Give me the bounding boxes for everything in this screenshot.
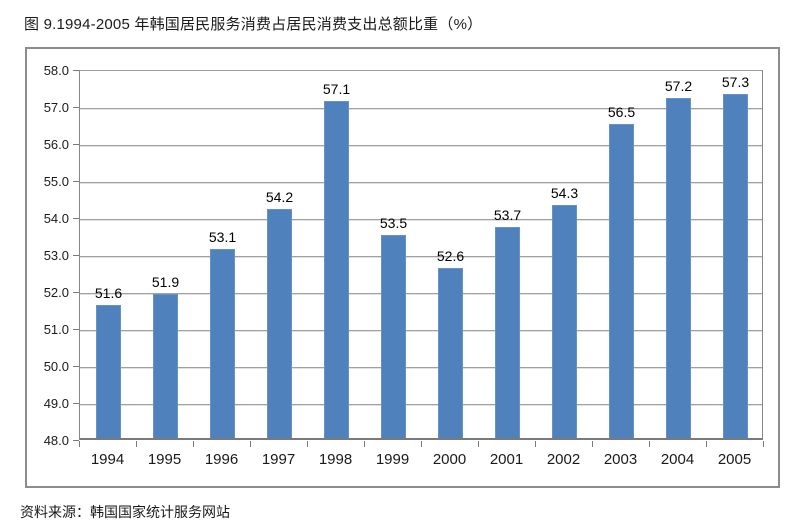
bar-1997	[267, 208, 292, 438]
y-gridline	[80, 144, 762, 146]
x-axis-tick	[307, 441, 308, 447]
y-axis-tick	[73, 181, 79, 182]
y-axis-tick	[73, 403, 79, 404]
bar-value-label: 54.2	[265, 188, 294, 205]
x-axis-tick	[592, 441, 593, 447]
plot-area: 51.6 51.9 53.1 54.2 57.1 53.5 52.6 53.7 54.3 56.5…	[79, 70, 763, 440]
y-axis-label: 51.0	[43, 321, 69, 337]
bar-value-label: 51.6	[94, 284, 123, 301]
x-axis-tick	[136, 441, 137, 447]
bar-column	[707, 71, 764, 438]
bar-column	[137, 71, 194, 438]
y-axis-label: 54.0	[43, 210, 69, 226]
y-axis-tick	[73, 107, 79, 108]
x-axis-label: 2004	[660, 451, 695, 468]
bar-value-label: 53.5	[379, 214, 408, 231]
y-axis-label: 49.0	[43, 395, 69, 411]
bar-column	[536, 71, 593, 438]
y-axis-tick	[73, 218, 79, 219]
y-axis-tick	[73, 292, 79, 293]
bar-1998	[324, 101, 349, 438]
bar-1995	[153, 293, 178, 438]
y-axis-tick	[73, 366, 79, 367]
bar-column	[308, 71, 365, 438]
bar-2003	[609, 123, 634, 438]
bar-column	[650, 71, 707, 438]
y-gridline	[80, 403, 762, 405]
bar-2001	[495, 227, 520, 438]
bar-column	[80, 71, 137, 438]
y-axis-label: 53.0	[43, 247, 69, 263]
x-axis-label: 1995	[147, 451, 182, 468]
y-axis-tick	[73, 70, 79, 71]
x-axis-tick	[193, 441, 194, 447]
y-axis-tick	[73, 329, 79, 330]
bar-value-label: 53.1	[208, 229, 237, 246]
y-axis-tick	[73, 255, 79, 256]
x-axis-label: 1999	[375, 451, 410, 468]
chart-title: 图 9.1994-2005 年韩国居民服务消费占居民消费支出总额比重（%）	[24, 16, 483, 33]
bar-column	[365, 71, 422, 438]
x-axis-tick	[763, 441, 764, 447]
y-gridline	[80, 181, 762, 183]
bar-1999	[381, 234, 406, 438]
bar-1994	[96, 304, 121, 438]
x-axis-label: 1994	[90, 451, 125, 468]
y-gridline	[80, 255, 762, 257]
y-axis-tick	[73, 144, 79, 145]
y-axis-label: 58.0	[43, 62, 69, 78]
y-axis-label: 55.0	[43, 173, 69, 189]
x-axis-tick	[649, 441, 650, 447]
x-axis-tick	[364, 441, 365, 447]
x-axis-tick	[79, 441, 80, 447]
bar-column	[422, 71, 479, 438]
x-axis-label: 2001	[489, 451, 524, 468]
bar-value-label: 57.2	[664, 77, 693, 94]
x-axis-tick	[706, 441, 707, 447]
bar-column	[251, 71, 308, 438]
y-gridline	[80, 107, 762, 109]
y-axis-label: 52.0	[43, 284, 69, 300]
bar-value-label: 52.6	[436, 247, 465, 264]
x-axis-tick	[250, 441, 251, 447]
bar-value-label: 53.7	[493, 207, 522, 224]
y-gridline	[80, 329, 762, 331]
source-note: 资料来源：韩国国家统计服务网站	[20, 504, 230, 520]
bar-value-label: 54.3	[550, 184, 579, 201]
y-axis-label: 57.0	[43, 99, 69, 115]
bar-2000	[438, 267, 463, 438]
x-axis-label: 2002	[546, 451, 581, 468]
x-axis-label: 2003	[603, 451, 638, 468]
bar-column	[479, 71, 536, 438]
x-axis-label: 1996	[204, 451, 239, 468]
x-axis-label: 2000	[432, 451, 467, 468]
x-axis-tick	[478, 441, 479, 447]
x-axis-label: 1997	[261, 451, 296, 468]
bar-2002	[552, 204, 577, 438]
bar-value-label: 57.3	[721, 73, 750, 90]
bar-value-label: 57.1	[322, 81, 351, 98]
y-axis-tick	[73, 440, 79, 441]
bar-column	[194, 71, 251, 438]
y-axis-label: 50.0	[43, 358, 69, 374]
bar-value-label: 56.5	[607, 103, 636, 120]
x-axis-label: 2005	[717, 451, 752, 468]
bar-column	[593, 71, 650, 438]
x-axis-tick	[535, 441, 536, 447]
y-axis-label: 56.0	[43, 136, 69, 152]
y-axis-label: 48.0	[43, 432, 69, 448]
x-axis-label: 1998	[318, 451, 353, 468]
y-gridline	[80, 292, 762, 294]
y-gridline	[80, 218, 762, 220]
bar-2005	[723, 93, 748, 438]
chart-frame: 51.6 51.9 53.1 54.2 57.1 53.5 52.6 53.7 54.3 56.5…	[25, 47, 780, 488]
x-axis-tick	[421, 441, 422, 447]
bar-2004	[666, 97, 691, 438]
bar-value-label: 51.9	[151, 273, 180, 290]
y-gridline	[80, 366, 762, 368]
bar-1996	[210, 249, 235, 438]
